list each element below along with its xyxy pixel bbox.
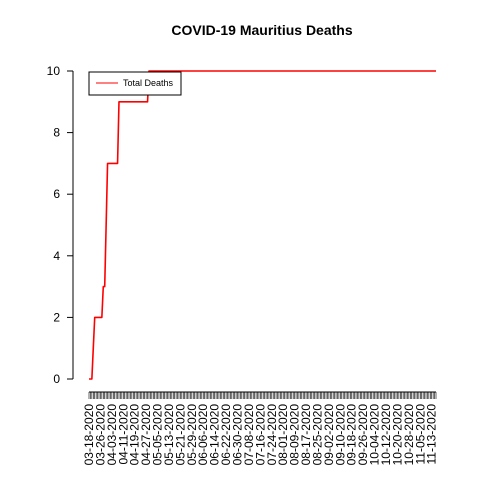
x-tick-label: 09-26-2020 [356, 404, 370, 466]
series-layer [89, 70, 436, 380]
y-tick-label: 6 [53, 187, 60, 201]
x-tick-label: 05-05-2020 [151, 404, 165, 466]
x-tick-label: 10-12-2020 [379, 404, 393, 466]
x-tick-label: 11-05-2020 [413, 404, 427, 465]
x-tick-label: 06-14-2020 [208, 404, 222, 466]
x-tick-label: 06-22-2020 [219, 404, 233, 466]
x-tick-label: 04-03-2020 [105, 404, 119, 466]
x-tick-label: 04-19-2020 [128, 404, 142, 466]
x-tick-label: 07-24-2020 [265, 404, 279, 466]
x-tick-label: 06-06-2020 [196, 404, 210, 466]
x-tick-label: 08-01-2020 [276, 404, 290, 466]
x-tick-label: 10-20-2020 [390, 404, 404, 466]
x-tick-label: 08-17-2020 [299, 404, 313, 466]
legend-box [88, 71, 182, 96]
x-tick-label: 03-18-2020 [82, 404, 96, 466]
x-tick-label: 09-10-2020 [333, 404, 347, 466]
legend: Total Deaths [88, 71, 182, 96]
x-tick-label: 09-02-2020 [322, 404, 336, 466]
chart-title: COVID-19 Mauritius Deaths [171, 22, 352, 38]
x-tick-label: 05-13-2020 [162, 404, 176, 466]
y-tick-label: 4 [53, 249, 60, 263]
x-tick-label: 09-18-2020 [345, 404, 359, 466]
x-tick-label: 10-28-2020 [402, 404, 416, 466]
x-tick-label: 08-25-2020 [310, 404, 324, 466]
x-tick-label: 06-30-2020 [231, 404, 245, 466]
legend-label: Total Deaths [123, 78, 174, 88]
y-tick-label: 10 [47, 64, 61, 78]
x-tick-label: 04-11-2020 [116, 404, 130, 465]
y-tick-label: 0 [53, 372, 60, 386]
x-tick-label: 05-29-2020 [185, 404, 199, 466]
x-tick-label: 03-26-2020 [93, 404, 107, 466]
y-axis: 0 2 4 6 8 10 [47, 64, 74, 386]
x-axis: 03-18-202003-26-202004-03-202004-11-2020… [82, 391, 439, 466]
x-tick-label: 08-09-2020 [288, 404, 302, 466]
series-line-total-deaths [89, 70, 436, 380]
y-tick-label: 8 [53, 126, 60, 140]
x-tick-label: 05-21-2020 [173, 404, 187, 466]
x-tick-label: 11-13-2020 [425, 404, 439, 465]
x-tick-label: 07-08-2020 [242, 404, 256, 466]
x-tick-label: 07-16-2020 [253, 404, 267, 466]
x-tick-label: 10-04-2020 [368, 404, 382, 466]
x-tick-label: 04-27-2020 [139, 404, 153, 466]
y-tick-label: 2 [53, 310, 60, 324]
